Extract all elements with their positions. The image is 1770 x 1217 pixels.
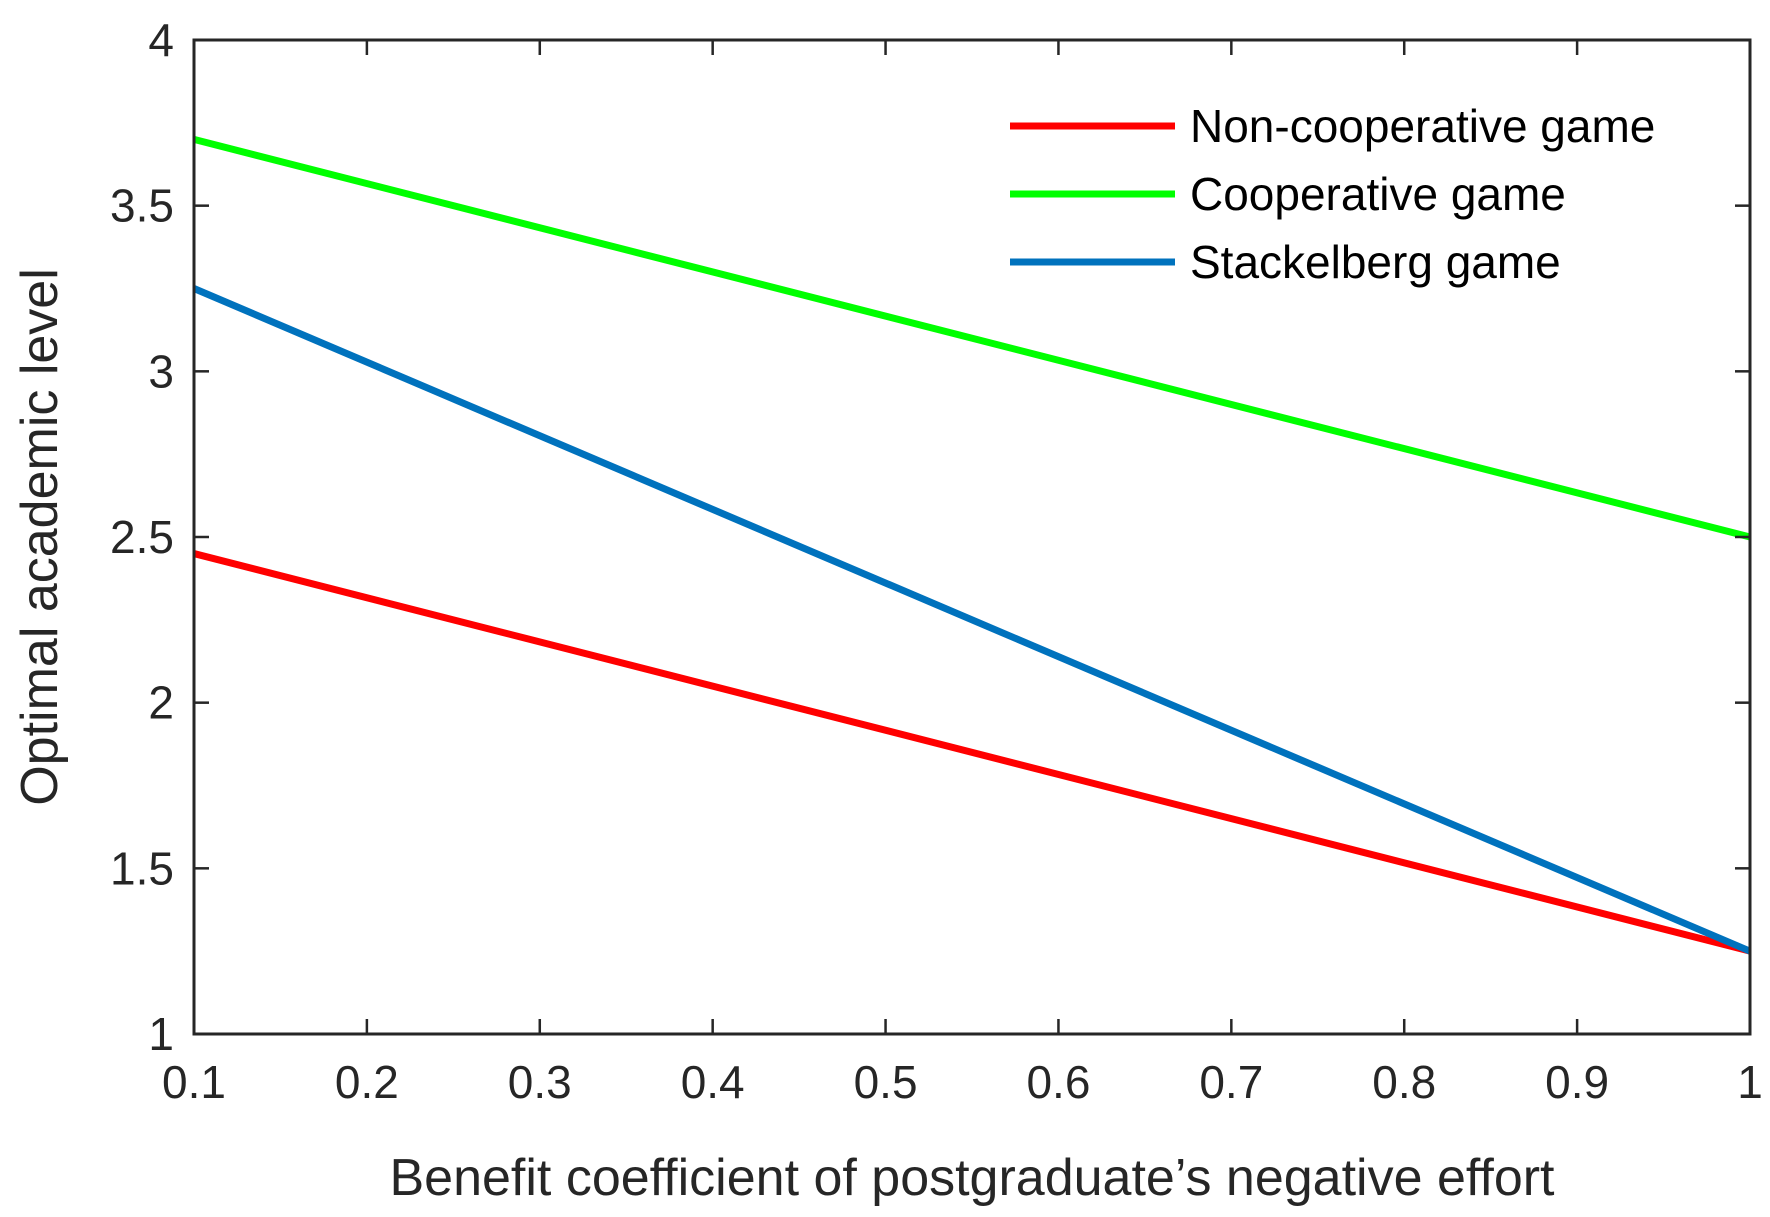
y-tick-label: 1 (148, 1008, 174, 1060)
y-tick-label: 3.5 (110, 180, 174, 232)
y-tick-label: 1.5 (110, 842, 174, 894)
series-line-non-cooperative-game (193, 550, 1751, 955)
x-axis-title: Benefit coefficient of postgraduate’s ne… (389, 1149, 1555, 1207)
y-axis-title: Optimal academic level (11, 268, 69, 806)
series-line-stackelberg-game (192, 285, 1752, 955)
x-tick-label: 1 (1737, 1056, 1763, 1108)
x-tick-label: 0.8 (1372, 1056, 1436, 1108)
legend-label-cooperative-game: Cooperative game (1190, 168, 1566, 220)
ticks-layer (192, 38, 1752, 1036)
x-tick-label: 0.2 (335, 1056, 399, 1108)
legend-label-non-cooperative-game: Non-cooperative game (1190, 100, 1655, 152)
tick-labels: 0.1 0.2 0.3 0.4 0.5 0.6 0.7 0.8 0.9 1 1 1.5 2 2.5 3 3.5… (110, 14, 1763, 1108)
y-tick-label: 4 (148, 14, 174, 66)
x-tick-label: 0.9 (1545, 1056, 1609, 1108)
x-tick-label: 0.1 (162, 1056, 226, 1108)
legend-label-stackelberg-game: Stackelberg game (1190, 236, 1561, 288)
series-line-cooperative-game (193, 136, 1751, 541)
series-layer (192, 136, 1752, 955)
y-tick-label: 3 (148, 345, 174, 397)
x-tick-label: 0.6 (1026, 1056, 1090, 1108)
legend: Non-cooperative game Cooperative game Stac… (1010, 100, 1655, 288)
x-tick-label: 0.3 (508, 1056, 572, 1108)
y-tick-label: 2 (148, 677, 174, 729)
y-tick-label: 2.5 (110, 511, 174, 563)
x-tick-label: 0.7 (1199, 1056, 1263, 1108)
x-tick-label: 0.4 (681, 1056, 745, 1108)
x-tick-label: 0.5 (854, 1056, 918, 1108)
